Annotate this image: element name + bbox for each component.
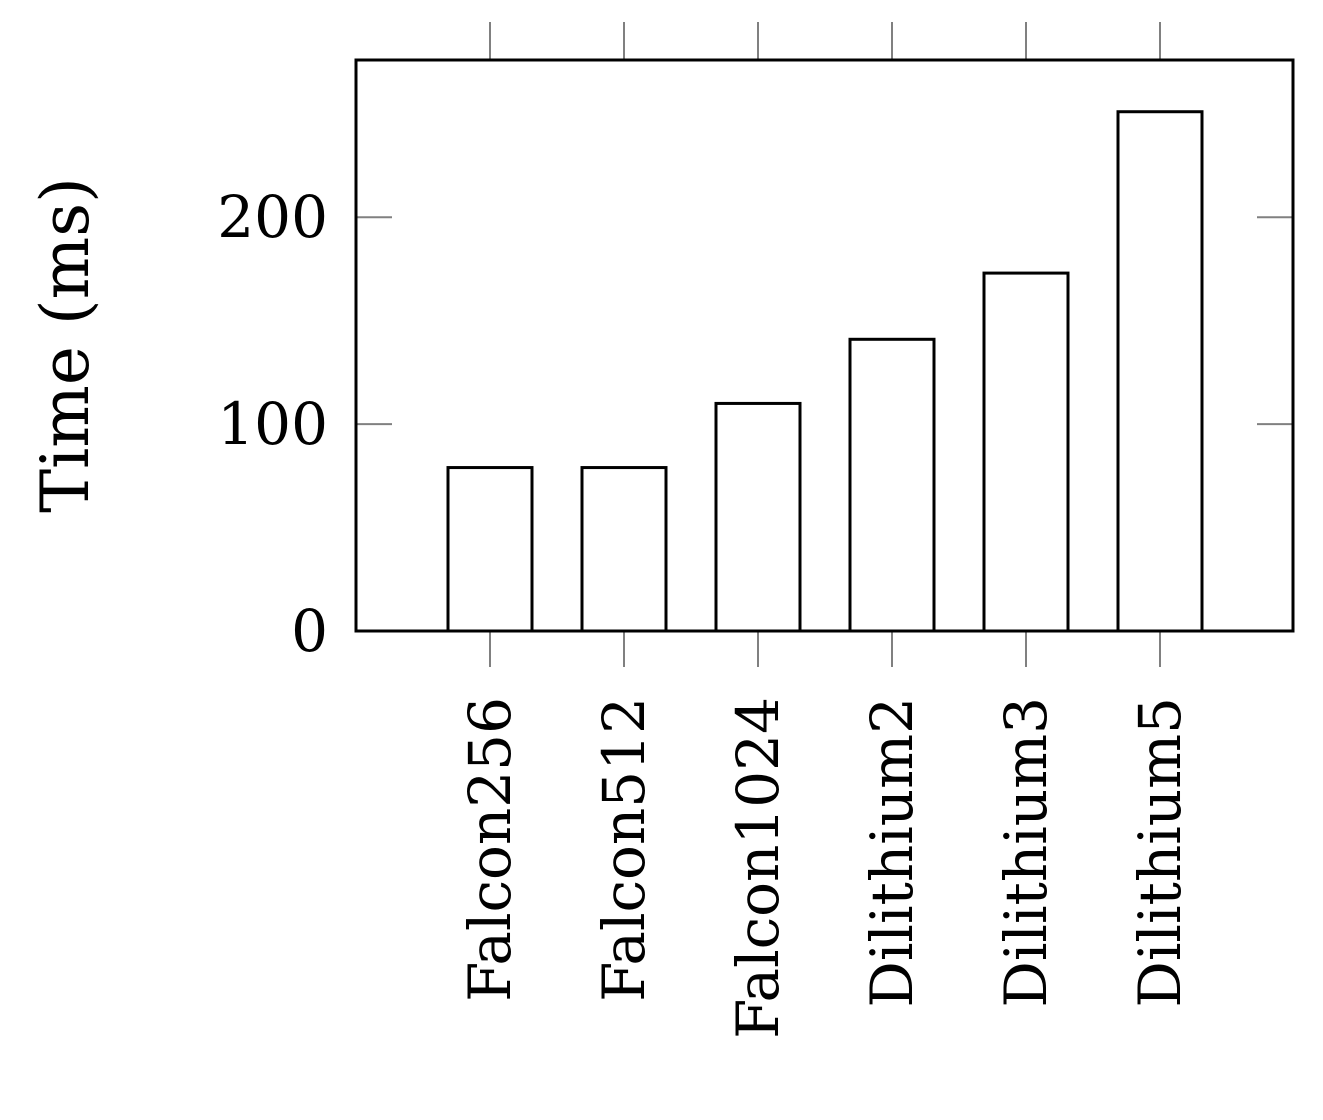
bar — [982, 271, 1070, 633]
bars — [446, 110, 1204, 633]
bar — [1116, 110, 1204, 633]
bar — [446, 466, 534, 633]
x-tick-label: Falcon256 — [456, 697, 524, 1002]
y-tick-label: 100 — [217, 390, 328, 458]
x-tick-label: Falcon1024 — [724, 697, 792, 1039]
y-tick-label: 0 — [291, 597, 328, 665]
y-tick-labels: 0 100 200 — [217, 183, 328, 665]
x-tick-labels: Falcon256 Falcon512 Falcon1024 Dilithium2 Di… — [456, 697, 1194, 1039]
x-tick-label: Dilithium5 — [1126, 697, 1194, 1008]
y-tick-label: 200 — [217, 183, 328, 251]
bar — [580, 466, 668, 633]
x-tick-label: Dilithium2 — [858, 697, 926, 1008]
y-axis-label: Time (ms) — [27, 177, 104, 513]
bar — [714, 401, 802, 633]
bar — [848, 337, 936, 633]
tick-marks — [356, 22, 1293, 667]
x-tick-label: Falcon512 — [590, 697, 658, 1002]
x-tick-label: Dilithium3 — [992, 697, 1060, 1008]
plot-area-frame — [354, 58, 1295, 633]
